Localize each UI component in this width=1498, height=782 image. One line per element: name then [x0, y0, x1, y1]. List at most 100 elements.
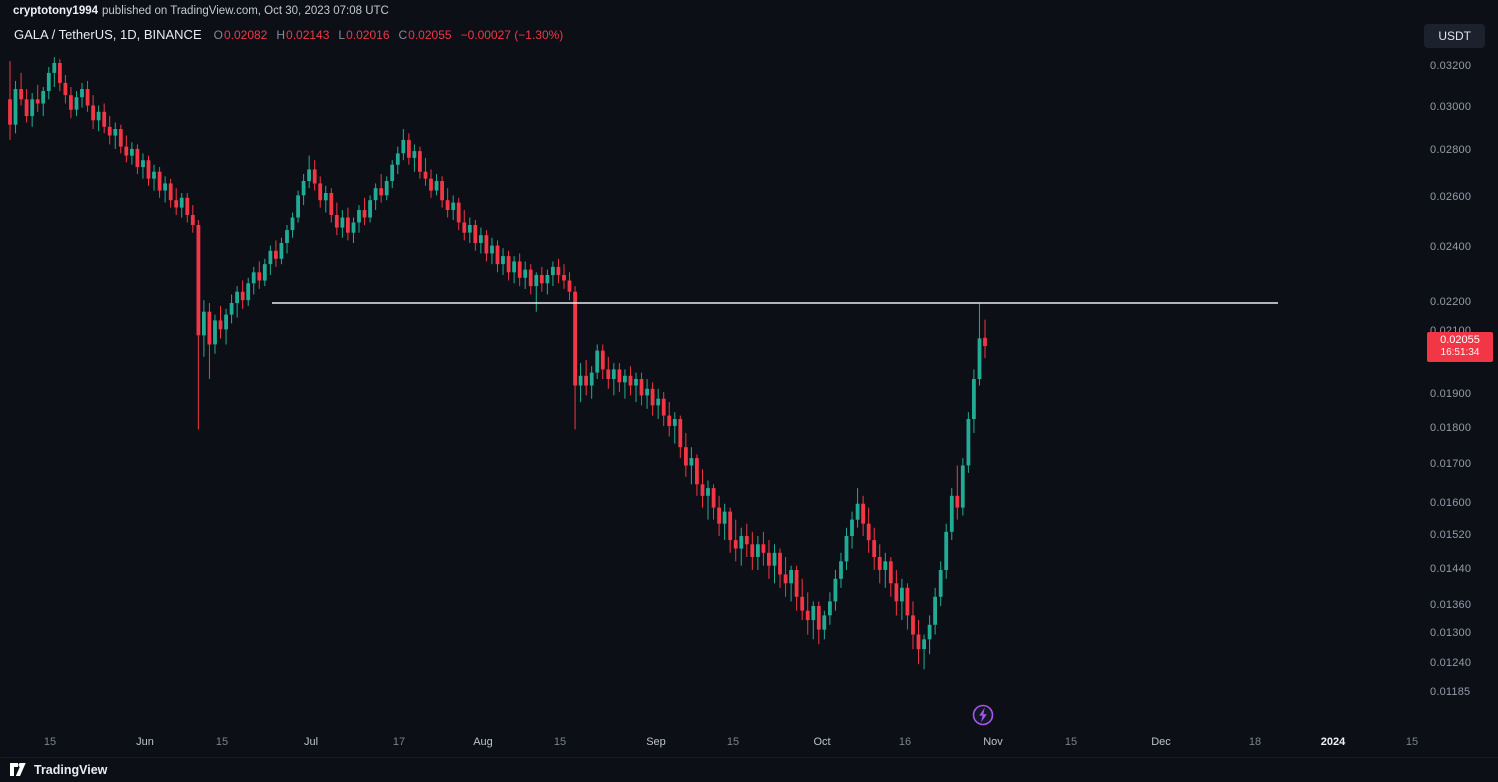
candle [451, 195, 456, 220]
time-axis[interactable]: 15 Jun 15 Jul 17 Aug 15 Sep 15 Oct 16 Nov 15 Dec 18 202… [0, 732, 1428, 754]
candle [828, 592, 832, 625]
candle [911, 601, 915, 650]
candle [739, 527, 744, 566]
candle [146, 155, 151, 186]
candle [512, 256, 516, 284]
price-axis-label: 0.01300 [1430, 627, 1472, 639]
candle [756, 536, 760, 570]
candle [157, 167, 162, 198]
candle [966, 412, 971, 473]
candle [888, 557, 893, 597]
candle [74, 91, 79, 117]
candle [456, 197, 461, 231]
candle [728, 507, 733, 553]
candle [900, 578, 904, 621]
price-axis-label: 0.02800 [1430, 144, 1472, 156]
candle [41, 87, 46, 117]
candle [240, 280, 245, 309]
candle [556, 258, 561, 284]
last-price-value: 0.02055 [1440, 334, 1480, 346]
time-axis-label: 15 [1405, 736, 1419, 748]
candle [506, 250, 511, 281]
candle [8, 61, 12, 140]
candle [113, 122, 118, 149]
candle [285, 225, 289, 254]
candle [190, 205, 195, 233]
time-axis-label: 18 [1248, 736, 1262, 748]
tradingview-wordmark[interactable]: TradingView [34, 763, 108, 777]
candle [861, 495, 865, 536]
candle [207, 303, 212, 379]
candle [262, 258, 267, 287]
price-axis[interactable]: 0.03200 0.03000 0.02800 0.02600 0.02400 0.022… [1428, 0, 1498, 752]
candle [152, 164, 156, 191]
candle [340, 210, 345, 238]
candle [412, 144, 417, 172]
candle [373, 183, 378, 210]
time-axis-label: 2024 [1320, 736, 1346, 748]
candle [257, 261, 262, 289]
candle [329, 188, 334, 223]
price-axis-label: 0.01240 [1430, 657, 1472, 669]
price-axis-label: 0.01700 [1430, 458, 1472, 470]
candle [695, 454, 699, 496]
time-axis-label: 15 [726, 736, 740, 748]
candle [600, 344, 605, 379]
candle [584, 359, 588, 396]
candle [578, 363, 583, 403]
candle [689, 447, 694, 485]
price-axis-label: 0.03000 [1430, 101, 1472, 113]
candle [733, 519, 738, 562]
candle [35, 84, 40, 112]
price-axis-label: 0.01520 [1430, 529, 1472, 541]
candle [789, 565, 793, 602]
candle [772, 544, 777, 584]
candle [124, 135, 129, 163]
candle [949, 488, 954, 541]
candle [462, 210, 467, 241]
candle [628, 366, 633, 396]
time-axis-label: 16 [898, 736, 912, 748]
candle [611, 363, 616, 396]
close-value: 0.02055 [408, 28, 452, 42]
price-axis-label: 0.03200 [1430, 60, 1472, 72]
candle [778, 548, 782, 588]
price-axis-label: 0.01600 [1430, 497, 1472, 509]
candle [202, 300, 206, 357]
lightning-marker-icon[interactable] [972, 704, 994, 726]
candle [661, 392, 666, 426]
time-axis-label: Aug [473, 736, 493, 748]
candle [301, 174, 306, 206]
last-price-badge: 0.02055 16:51:34 [1427, 332, 1493, 363]
candle [667, 402, 672, 437]
candle [944, 523, 949, 579]
candle [927, 615, 932, 655]
candle [800, 578, 805, 621]
candle [279, 237, 284, 265]
author-link[interactable]: cryptotony1994 [13, 4, 99, 17]
candle [955, 465, 960, 520]
candle [534, 272, 539, 312]
candle [761, 531, 766, 566]
candle [224, 308, 228, 345]
time-axis-label: 17 [392, 736, 406, 748]
candle [467, 217, 472, 243]
candle [977, 303, 982, 386]
candle [490, 237, 494, 265]
candle [983, 319, 987, 359]
candle [368, 195, 372, 223]
candle [750, 531, 755, 570]
tradingview-logo-icon[interactable] [10, 762, 27, 778]
candle [296, 190, 300, 223]
ohlc-values: O 0.02082 H 0.02143 L 0.02016 C 0.02055 −0.0… [214, 28, 564, 42]
price-axis-label: 0.01360 [1430, 599, 1472, 611]
change-value: −0.00027 (−1.30%) [460, 28, 564, 42]
quote-currency-button[interactable]: USDT [1424, 24, 1485, 48]
candle [672, 412, 677, 444]
time-axis-label: Dec [1151, 736, 1171, 748]
candle [290, 212, 295, 238]
symbol-title[interactable]: GALA / TetherUS, 1D, BINANCE [14, 27, 202, 42]
candle [545, 269, 550, 295]
